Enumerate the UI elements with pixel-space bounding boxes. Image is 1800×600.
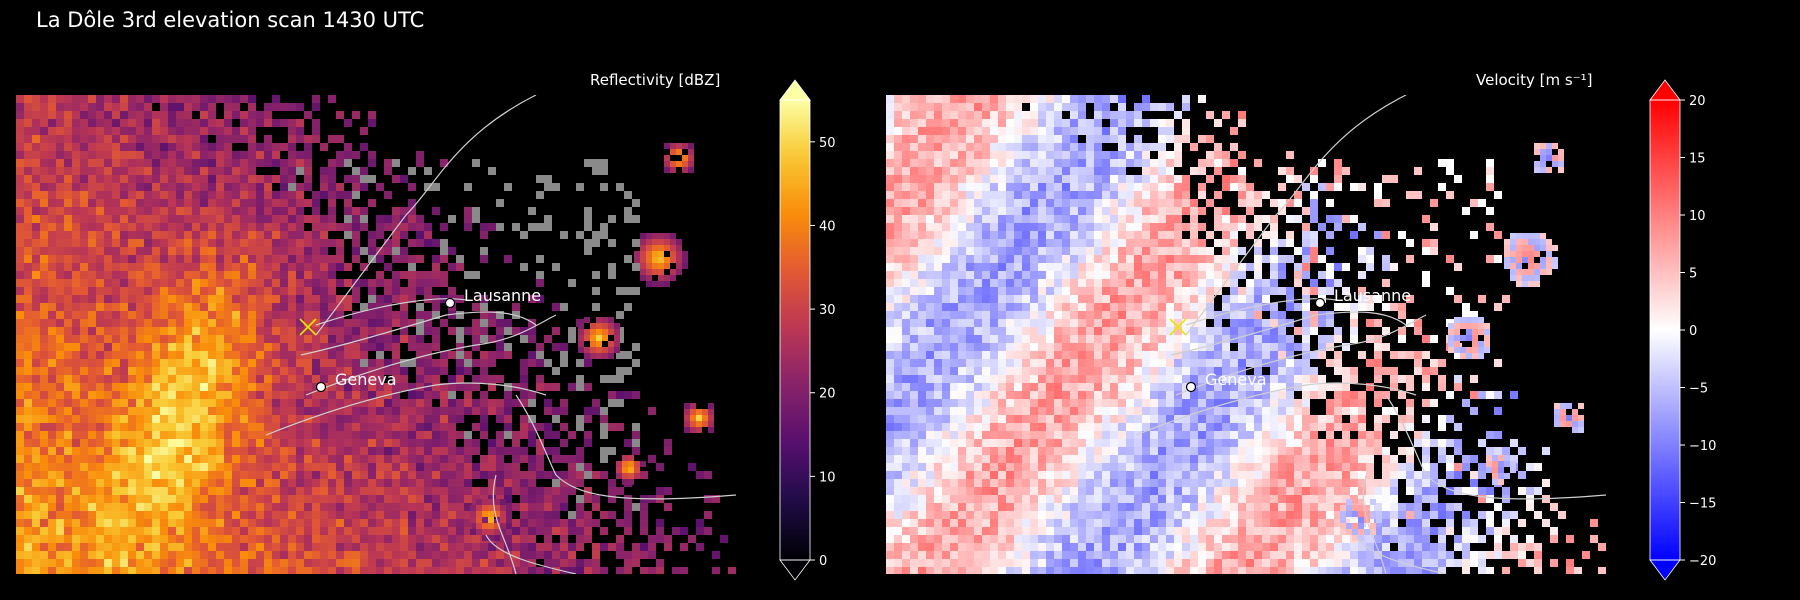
- colorbar-extend-max: [1649, 79, 1681, 101]
- border-line: [265, 382, 547, 436]
- velocity-map: Lausanne Geneva: [886, 95, 1606, 574]
- colorbar-tick-label: 20: [819, 387, 836, 402]
- velocity-field: [886, 95, 1606, 574]
- colorbar-tick-label: 0: [819, 554, 827, 569]
- border-line: [485, 534, 577, 574]
- colorbar-gradient: [1650, 100, 1680, 560]
- border-line: [1185, 298, 1337, 326]
- colorbar-extend-min: [1649, 559, 1681, 581]
- colorbar-tick-label: 15: [1689, 152, 1706, 167]
- city-label: Geneva: [335, 370, 397, 389]
- city-label: Lausanne: [464, 286, 541, 305]
- city-dot: [1314, 297, 1326, 309]
- border-line: [1385, 394, 1606, 500]
- colorbar-tick-label: 5: [1689, 267, 1697, 282]
- colorbar-tick-label: 20: [1689, 94, 1706, 109]
- colorbar-tick-label: 40: [819, 219, 836, 234]
- colorbar-tick-label: 10: [1689, 209, 1706, 224]
- colorbar-extend-min: [779, 559, 811, 581]
- radar-site-marker: [299, 318, 317, 336]
- colorbar-tick-label: −15: [1689, 497, 1716, 512]
- colorbar-gradient: [780, 100, 810, 560]
- reflectivity-map: Lausanne Geneva: [16, 95, 736, 574]
- border-line: [1185, 95, 1407, 336]
- velocity-colorbar-svg: −20 −15 −10 −5 0 5 10 15 20: [1649, 79, 1716, 581]
- border-line: [492, 474, 517, 574]
- reflectivity-colorbar-svg: 0 10 20 30 40 50: [779, 79, 836, 581]
- border-line: [300, 311, 537, 356]
- reflectivity-map-svg: Lausanne Geneva: [16, 95, 736, 574]
- figure-title: La Dôle 3rd elevation scan 1430 UTC: [36, 8, 425, 32]
- radar-site-marker: [1169, 318, 1187, 336]
- borders-and-lakes: [1135, 95, 1606, 574]
- reflectivity-title: Reflectivity [dBZ]: [590, 71, 721, 89]
- border-line: [305, 314, 557, 396]
- reflectivity-colorbar: 0 10 20 30 40 50: [779, 79, 836, 588]
- city-dot: [444, 297, 456, 309]
- border-line: [515, 394, 736, 500]
- colorbar-tick-label: −10: [1689, 439, 1716, 454]
- colorbar-outline: [779, 99, 811, 561]
- colorbar-tick-label: 0: [1689, 324, 1697, 339]
- border-line: [315, 95, 537, 336]
- border-line: [1170, 311, 1407, 356]
- velocity-colorbar: −20 −15 −10 −5 0 5 10 15 20: [1649, 79, 1716, 588]
- velocity-map-svg: Lausanne Geneva: [886, 95, 1606, 574]
- borders-and-lakes: [265, 95, 736, 574]
- city-label: Geneva: [1205, 370, 1267, 389]
- colorbar-tick-label: 10: [819, 470, 836, 485]
- border-line: [1362, 474, 1387, 574]
- colorbar-tick-label: 30: [819, 303, 836, 318]
- colorbar-tick-label: 50: [819, 136, 836, 151]
- colorbar-tick-label: −20: [1689, 554, 1716, 569]
- border-line: [1355, 534, 1447, 574]
- city-dot: [315, 381, 327, 393]
- city-dot: [1185, 381, 1197, 393]
- border-line: [315, 298, 467, 326]
- velocity-title: Velocity [m s⁻¹]: [1476, 71, 1593, 89]
- colorbar-extend-max: [779, 79, 811, 101]
- border-line: [1175, 314, 1427, 396]
- colorbar-tick-label: −5: [1689, 382, 1708, 397]
- border-line: [1135, 382, 1417, 436]
- reflectivity-field: [16, 95, 736, 574]
- city-label: Lausanne: [1334, 286, 1411, 305]
